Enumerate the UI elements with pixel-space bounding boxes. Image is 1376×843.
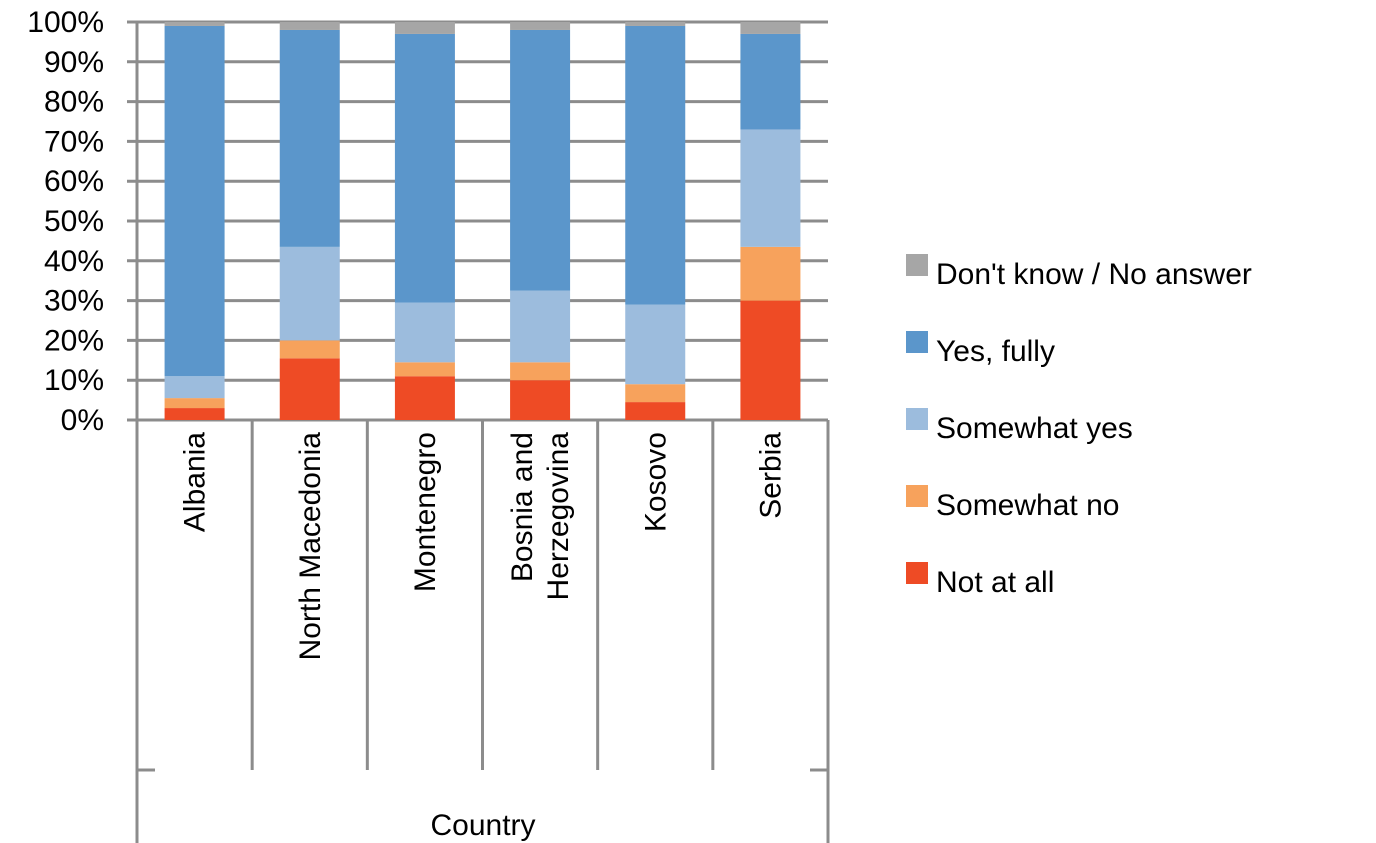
- x-axis-title: Country: [430, 809, 535, 842]
- bar-segment: [510, 380, 571, 420]
- legend-item: Yes, fully: [906, 331, 1055, 368]
- bar-segment: [164, 22, 225, 26]
- legend-swatch: [906, 331, 928, 353]
- bar-segment: [740, 300, 801, 420]
- x-tick-label: Bosnia and: [506, 432, 539, 582]
- x-tick-label: Herzegovina: [542, 432, 575, 601]
- y-tick-label: 10%: [44, 364, 104, 397]
- bar-segment: [279, 340, 340, 359]
- x-tick-label: North Macedonia: [294, 432, 327, 661]
- bar-segment: [394, 376, 455, 420]
- bar-segment: [625, 402, 686, 420]
- y-tick-label: 90%: [44, 46, 104, 79]
- bar-segment: [279, 358, 340, 420]
- y-tick-label: 70%: [44, 125, 104, 158]
- x-tick-label: Albania: [179, 432, 212, 532]
- y-tick-label: 40%: [44, 245, 104, 278]
- legend-swatch: [906, 562, 928, 584]
- bar-segment: [164, 398, 225, 409]
- bar-segment: [279, 22, 340, 30]
- y-tick-label: 30%: [44, 285, 104, 318]
- bar-segment: [740, 246, 801, 301]
- legend-item: Don't know / No answer: [906, 254, 1252, 291]
- bar-segment: [164, 376, 225, 399]
- legend-label: Don't know / No answer: [936, 258, 1252, 291]
- bar-segment: [740, 22, 801, 34]
- x-tick-label: Montenegro: [409, 432, 442, 592]
- bar-segment: [394, 302, 455, 363]
- gridlines: [127, 20, 828, 422]
- bar-segment: [625, 22, 686, 26]
- y-tick-label: 50%: [44, 205, 104, 238]
- y-tick-label: 100%: [27, 6, 104, 39]
- legend-item: Somewhat no: [906, 485, 1119, 522]
- y-tick-label: 60%: [44, 165, 104, 198]
- y-tick-label: 80%: [44, 86, 104, 119]
- legend-item: Somewhat yes: [906, 408, 1133, 445]
- bar-segment: [510, 29, 571, 291]
- bar-segment: [740, 33, 801, 130]
- bar-segment: [510, 362, 571, 381]
- legend-swatch: [906, 254, 928, 276]
- bar-segment: [740, 129, 801, 247]
- legend-swatch: [906, 485, 928, 507]
- y-tick-label: 0%: [61, 404, 104, 437]
- bar-segment: [625, 25, 686, 305]
- bar-segment: [164, 25, 225, 377]
- bar-segment: [164, 408, 225, 420]
- legend-label: Not at all: [936, 566, 1054, 599]
- bar-segment: [394, 362, 455, 377]
- legend: Don't know / No answer Yes, fully Somewhat…: [906, 254, 1252, 599]
- legend-label: Yes, fully: [936, 335, 1055, 368]
- bar-segment: [510, 22, 571, 30]
- bar-segment: [510, 290, 571, 363]
- x-tick-label: Serbia: [754, 432, 787, 519]
- bar-segment: [625, 384, 686, 403]
- bar-segment: [625, 304, 686, 385]
- bar-segment: [279, 246, 340, 341]
- bars: [164, 22, 801, 420]
- x-tick-label: Kosovo: [639, 432, 672, 532]
- y-axis: 0% 10% 20% 30% 40% 50% 60% 70% 80% 90% 100%: [27, 6, 139, 843]
- y-tick-label: 20%: [44, 324, 104, 357]
- legend-label: Somewhat no: [936, 489, 1119, 522]
- legend-label: Somewhat yes: [936, 412, 1133, 445]
- legend-item: Not at all: [906, 562, 1054, 599]
- x-axis: Albania North Macedonia Montenegro Bosnia a…: [135, 420, 830, 843]
- bar-segment: [394, 22, 455, 34]
- bar-segment: [394, 33, 455, 303]
- bar-segment: [279, 29, 340, 247]
- legend-swatch: [906, 408, 928, 430]
